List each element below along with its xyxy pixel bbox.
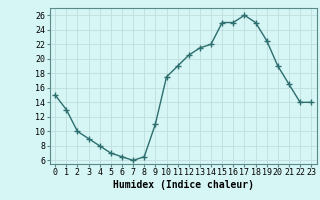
X-axis label: Humidex (Indice chaleur): Humidex (Indice chaleur): [113, 180, 254, 190]
